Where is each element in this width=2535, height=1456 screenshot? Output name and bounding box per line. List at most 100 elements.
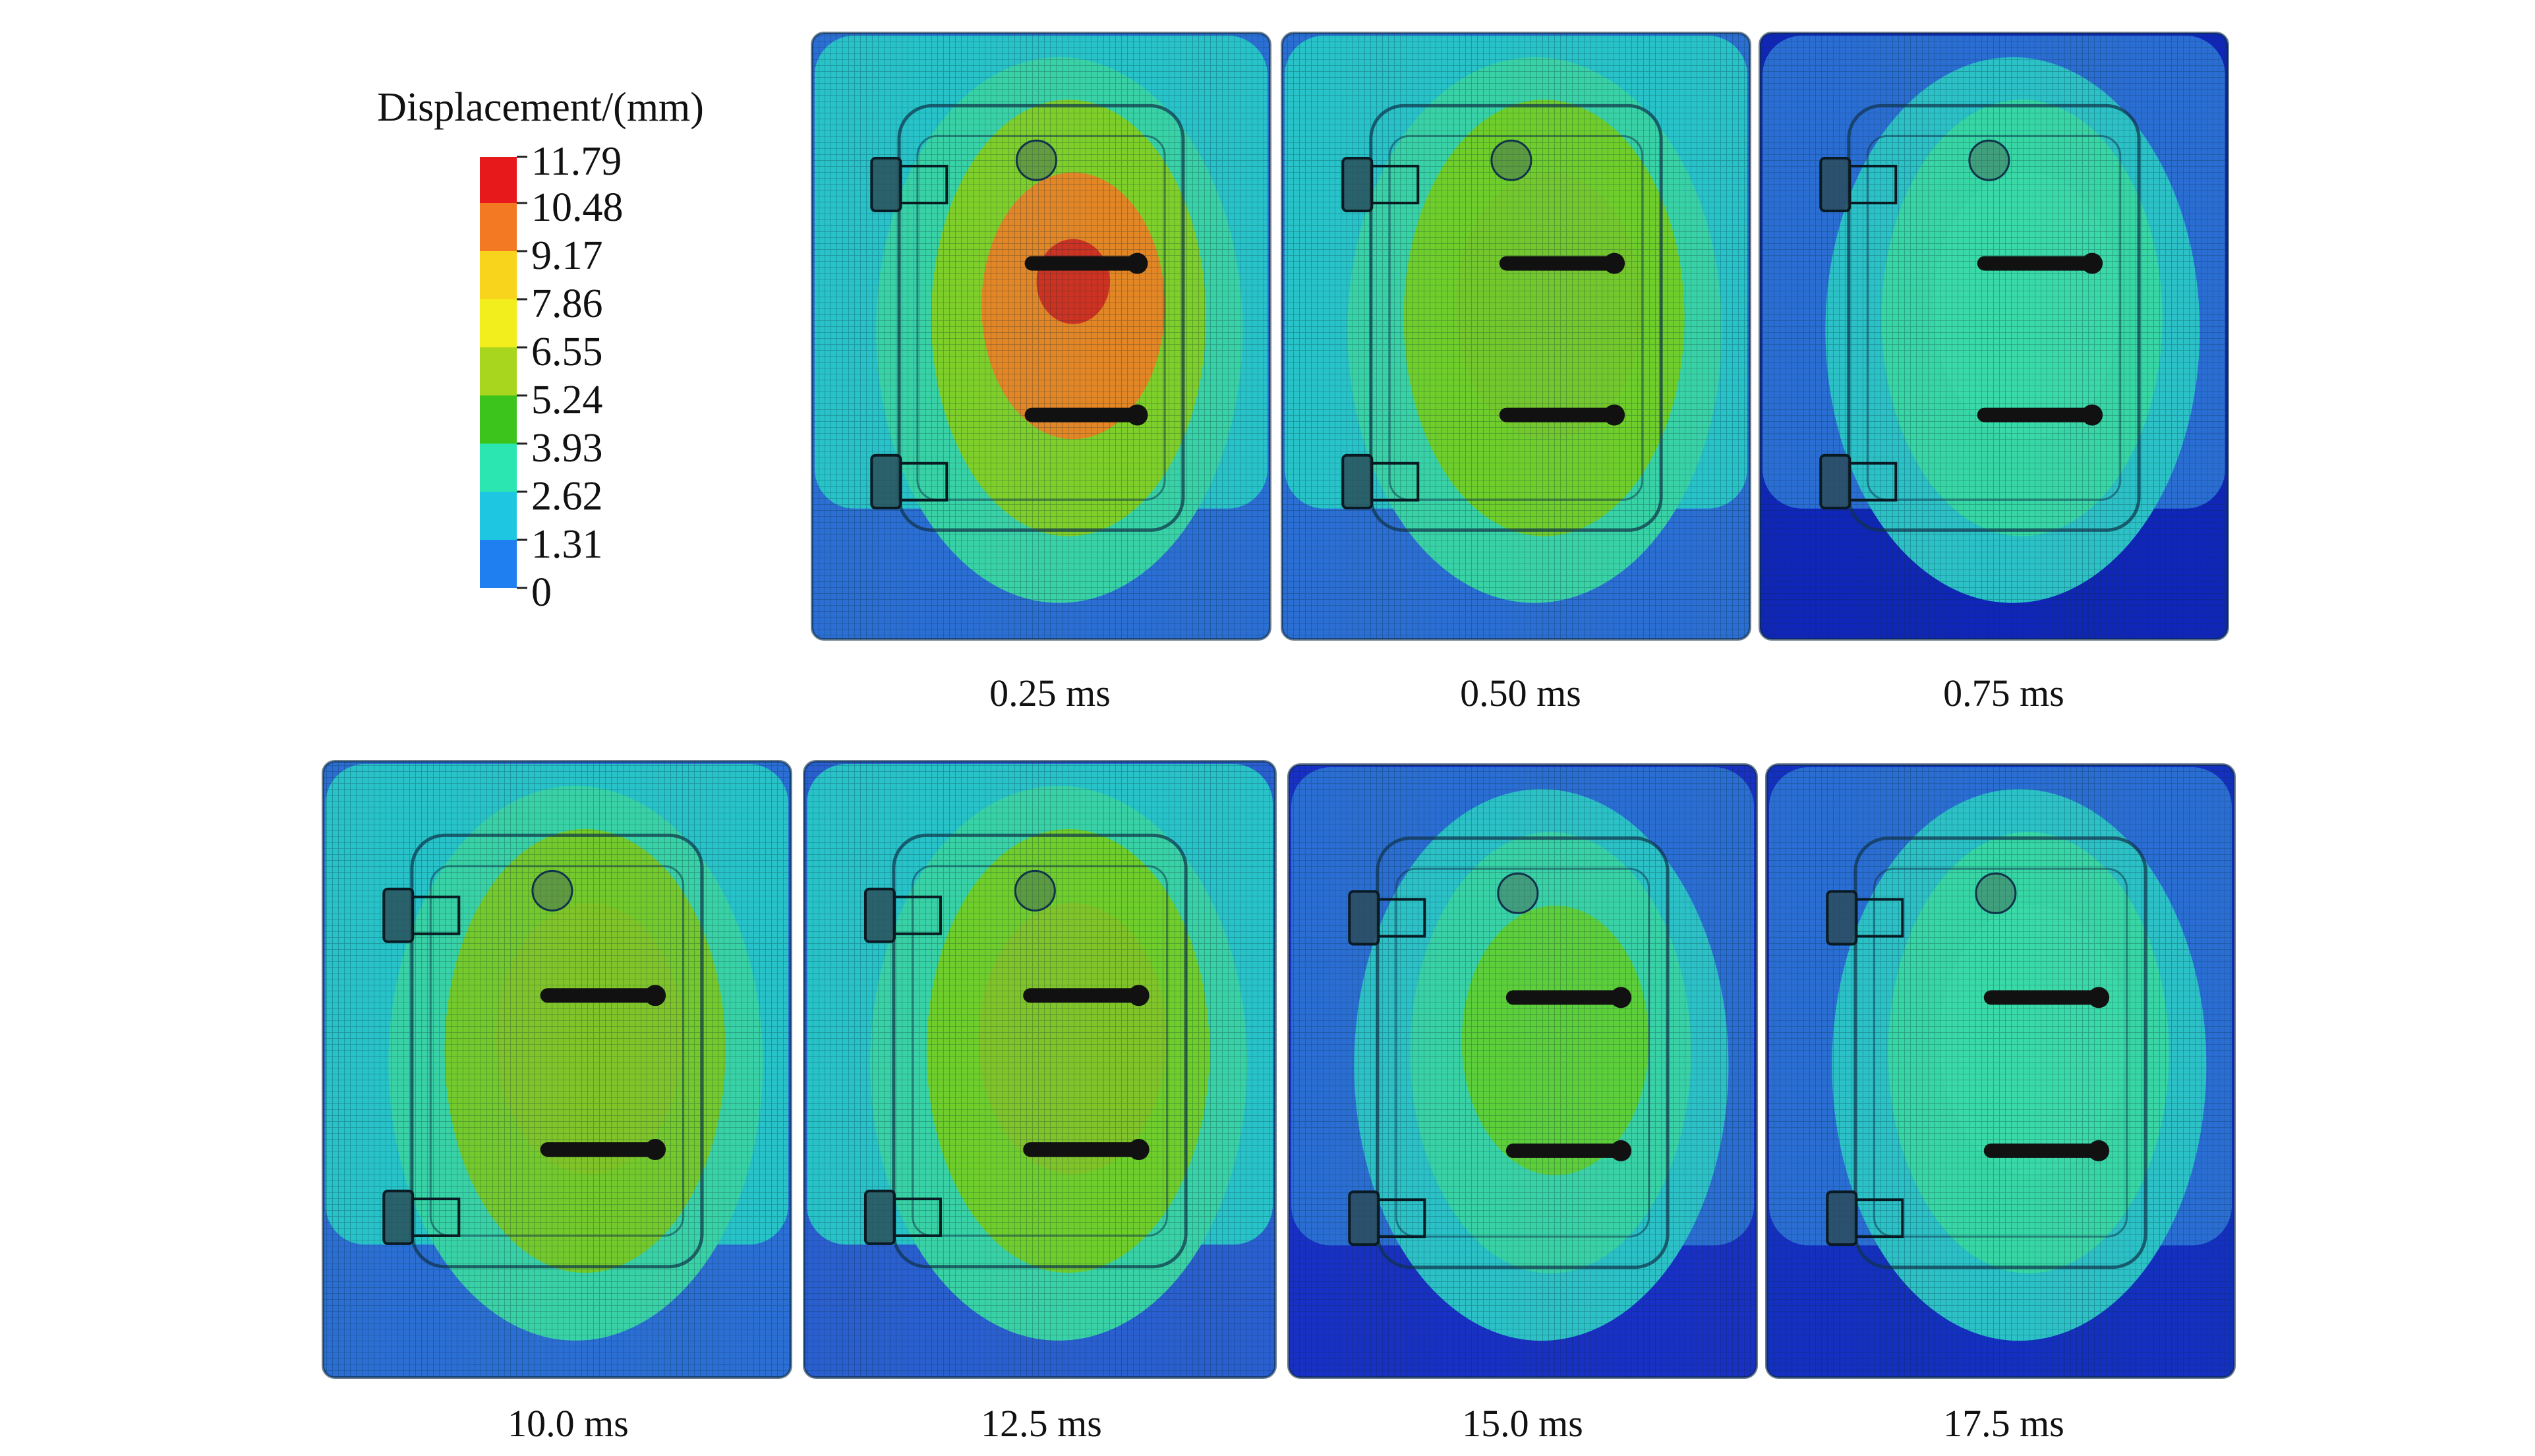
hinge-plate <box>1370 461 1420 502</box>
door-leaf-outline <box>1369 103 1663 532</box>
panel-frame <box>322 760 792 1379</box>
legend-tick-label: 9.17 <box>531 233 603 278</box>
legend-colorbar <box>480 157 517 588</box>
hinge-plate <box>892 895 942 935</box>
hinge <box>1819 157 1851 212</box>
legend-tick-label: 5.24 <box>531 378 603 422</box>
hinge-plate <box>1848 461 1898 502</box>
handle-knob <box>1128 985 1150 1006</box>
hinge-plate <box>1848 165 1898 204</box>
hinge <box>863 887 896 943</box>
legend-tick-label: 11.79 <box>531 139 622 184</box>
legend-tick-label: 6.55 <box>531 330 603 374</box>
door-panel <box>1287 763 1758 1379</box>
hinge-plate <box>411 1197 461 1237</box>
hinge-plate <box>411 895 461 935</box>
door-leaf-outline <box>410 833 704 1269</box>
handle-knob <box>1126 404 1148 426</box>
hinge <box>1826 1190 1858 1246</box>
legend-title: Displacement/(mm) <box>377 85 704 130</box>
hinge-plate <box>1855 1198 1904 1238</box>
legend-swatch <box>480 157 517 203</box>
handle-knob <box>1604 404 1625 426</box>
handle-knob <box>2088 1140 2110 1161</box>
legend-swatch <box>480 492 517 540</box>
hinge-plate <box>1855 898 1904 938</box>
legend-swatch <box>480 347 517 395</box>
panel-frame <box>803 760 1277 1379</box>
door-panel <box>1759 32 2229 641</box>
legend-swatch <box>480 299 517 347</box>
hinge <box>863 1189 896 1245</box>
door-inner-outline <box>916 134 1166 501</box>
door-leaf-outline <box>1376 836 1670 1269</box>
handle-knob <box>2082 404 2103 426</box>
door-panel <box>1765 763 2236 1379</box>
hinge-plate <box>899 165 948 204</box>
door-panel <box>322 760 792 1379</box>
panel-label-4: 12.5 ms <box>981 1402 1102 1445</box>
door-inner-outline <box>911 865 1169 1237</box>
hinge-plate <box>1370 165 1420 204</box>
panel-frame <box>1287 763 1758 1379</box>
vent-circle <box>1975 872 2017 914</box>
handle-knob <box>1610 1140 1632 1161</box>
handle-knob <box>645 1139 666 1161</box>
door-leaf-outline <box>892 833 1188 1269</box>
hinge <box>870 453 902 510</box>
vent-circle <box>1490 139 1532 181</box>
hinge-plate <box>1377 898 1426 938</box>
door-inner-outline <box>429 865 685 1237</box>
legend-swatch <box>480 395 517 444</box>
vent-circle <box>1016 139 1058 181</box>
handle-knob <box>1126 252 1148 274</box>
handle-knob <box>2088 987 2110 1008</box>
vent-circle <box>1497 872 1539 914</box>
handle-knob <box>1128 1139 1150 1161</box>
panel-label-1: 0.50 ms <box>1460 672 1581 714</box>
hinge <box>382 1189 415 1245</box>
handle-knob <box>645 985 666 1006</box>
hinge <box>1341 157 1374 212</box>
hinge-plate <box>892 1197 942 1237</box>
panel-frame <box>1765 763 2236 1379</box>
legend-tick-label: 2.62 <box>531 474 603 519</box>
legend-swatch <box>480 203 517 251</box>
door-leaf-outline <box>1847 103 2141 532</box>
panel-label-3: 10.0 ms <box>508 1402 629 1445</box>
door-inner-outline <box>1395 867 1650 1238</box>
mesh-overlay <box>1289 765 1757 1378</box>
door-panel <box>1281 32 1751 641</box>
mesh-overlay <box>1760 33 2228 639</box>
legend-tick-label: 1.31 <box>531 522 603 567</box>
door-inner-outline <box>1873 867 2128 1238</box>
mesh-overlay <box>804 761 1275 1378</box>
door-inner-outline <box>1388 134 1644 501</box>
legend-tick-label: 3.93 <box>531 426 603 471</box>
legend-tick-marks <box>517 156 527 589</box>
handle-knob <box>1604 252 1625 274</box>
panel-frame <box>1281 32 1751 641</box>
legend-tick-label: 7.86 <box>531 281 603 326</box>
hinge <box>1826 890 1858 946</box>
legend-swatch <box>480 251 517 299</box>
door-inner-outline <box>1866 134 2122 501</box>
hinge-plate <box>899 461 948 502</box>
hinge <box>870 157 902 212</box>
panel-frame <box>1759 32 2229 641</box>
handle-knob <box>2082 252 2103 274</box>
legend-tick-label: 0 <box>531 570 552 615</box>
mesh-overlay <box>1282 33 1750 639</box>
hinge <box>1341 453 1374 510</box>
door-panel <box>803 760 1277 1379</box>
door-leaf-outline <box>1853 836 2147 1269</box>
hinge <box>1819 453 1851 510</box>
panel-label-2: 0.75 ms <box>1943 672 2064 714</box>
vent-circle <box>1014 869 1056 912</box>
mesh-overlay <box>323 761 791 1378</box>
door-panel <box>811 32 1271 641</box>
legend-swatch <box>480 540 517 588</box>
mesh-overlay <box>812 33 1270 639</box>
hinge <box>1348 1190 1380 1246</box>
